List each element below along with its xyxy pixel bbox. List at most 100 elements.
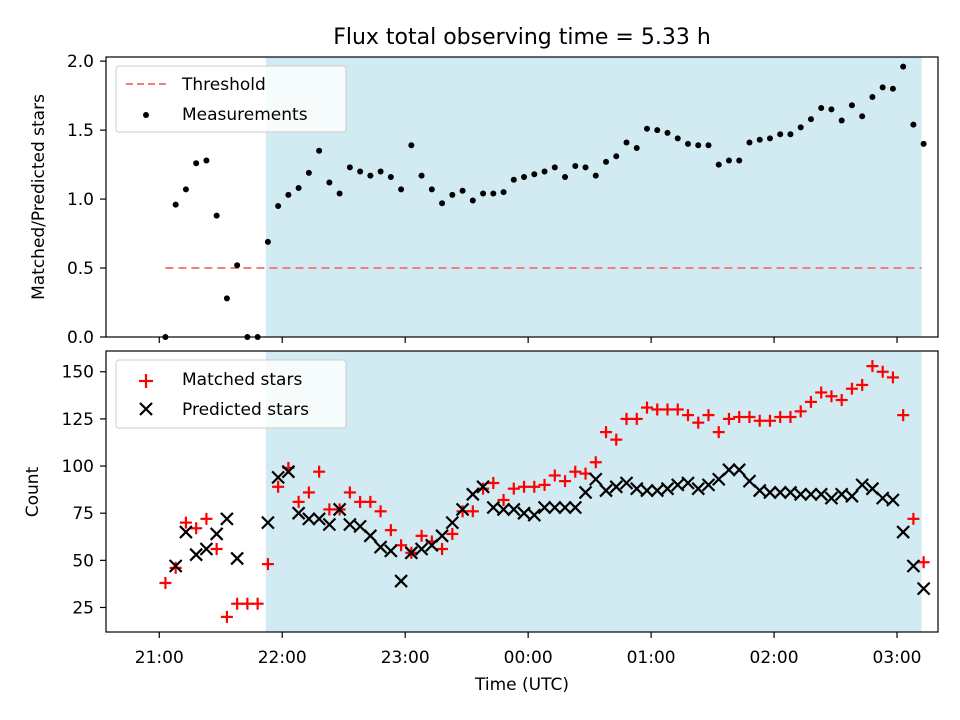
matched-star-point [241, 597, 254, 610]
matched-star-point [610, 433, 623, 446]
measurement-point [807, 116, 814, 123]
y-tick-label: 1.5 [67, 121, 94, 141]
predicted-star-point [834, 487, 849, 502]
predicted-star-point [609, 480, 624, 494]
measurement-point [869, 94, 876, 100]
measurement-point [490, 190, 497, 197]
matched-star-point [231, 597, 244, 610]
measurement-point [664, 129, 671, 136]
matched-star-point [835, 394, 848, 407]
measurement-point [357, 168, 364, 175]
x-tick-label: 21:00 [135, 648, 184, 668]
matched-star-point [651, 403, 664, 416]
measurement-point [336, 190, 343, 197]
predicted-star-point [906, 559, 921, 573]
matched-star-point [384, 524, 397, 537]
measurement-point [223, 295, 230, 302]
predicted-star-point [548, 500, 562, 515]
predicted-star-point [507, 502, 521, 517]
matched-stars-points [159, 360, 930, 623]
matched-star-point [538, 478, 551, 491]
x-tick-label: 00:00 [504, 648, 553, 668]
matched-star-point [507, 482, 520, 495]
measurement-point [889, 85, 896, 92]
measurement-point [562, 174, 569, 180]
matched-star-point [313, 465, 326, 478]
measurement-point [439, 200, 446, 207]
matched-star-point [374, 505, 387, 518]
predicted-star-point [701, 478, 716, 492]
y-tick-label: 2.0 [67, 52, 94, 72]
x-axis-label: Time (UTC) [474, 675, 569, 695]
measurement-point [797, 124, 804, 131]
predicted-star-point [599, 483, 613, 498]
predicted-star-point [209, 527, 224, 541]
predicted-star-point [435, 529, 449, 543]
measurement-point [182, 186, 189, 193]
measurement-point [859, 113, 866, 120]
y-tick-label: 0.0 [67, 328, 94, 348]
measurements-points [162, 63, 927, 340]
predicted-star-point [261, 515, 275, 530]
matched-star-point [886, 371, 899, 384]
measurements-legend-marker [143, 112, 149, 118]
predicted-star-point [722, 463, 736, 477]
measurement-point [705, 142, 712, 149]
measurement-point [213, 212, 220, 219]
measurement-point [459, 187, 466, 194]
predicted-star-point [363, 529, 378, 543]
measurement-point [828, 106, 835, 113]
matched-star-point [630, 412, 643, 425]
predicted-legend-label: Predicted stars [182, 400, 309, 420]
matched-star-point [364, 495, 377, 508]
matched-star-point [722, 412, 735, 425]
measurement-point [920, 140, 927, 147]
measurement-point [572, 162, 579, 169]
predicted-legend-marker [139, 402, 153, 416]
lower-y-ticks: 25 50 75 100 125 150 [62, 363, 106, 618]
matched-star-point [497, 493, 510, 506]
measurement-point [377, 168, 384, 175]
measurement-point [787, 131, 794, 138]
lower-x-ticks: 21:00 22:00 23:00 00:00 01:00 02:00 03:00 [135, 632, 922, 668]
matched-star-point [600, 426, 613, 439]
matched-star-point [415, 529, 428, 542]
measurement-point [582, 164, 589, 171]
measurement-point [592, 172, 599, 179]
predicted-star-point [558, 500, 572, 515]
predicted-star-point [793, 487, 808, 502]
measurement-point [551, 164, 558, 171]
predicted-star-point [916, 581, 931, 596]
x-tick-label: 02:00 [750, 648, 799, 668]
measurement-point [387, 174, 394, 180]
predicted-star-point [179, 525, 193, 539]
measurement-point [715, 161, 722, 168]
measurement-point [510, 176, 517, 183]
matched-star-point [763, 414, 776, 427]
predicted-star-point [445, 515, 460, 530]
matched-star-point [446, 527, 459, 540]
measurement-point [264, 238, 271, 245]
predicted-star-point [752, 483, 767, 498]
measurement-point [633, 145, 640, 152]
matched-star-point [559, 475, 572, 488]
matched-legend-label: Matched stars [182, 370, 302, 390]
x-tick-label: 22:00 [258, 648, 307, 668]
lower-legend: Matched stars Predicted stars [115, 359, 347, 429]
measurement-point [428, 186, 435, 193]
measurement-point [725, 157, 732, 164]
matched-star-point [641, 401, 654, 414]
matched-star-point [589, 456, 602, 469]
matched-star-point [466, 505, 479, 518]
matched-star-point [272, 480, 285, 493]
predicted-star-point [763, 485, 777, 500]
measurement-point [654, 127, 661, 134]
matched-star-point [917, 556, 930, 569]
measurement-point [879, 84, 886, 91]
predicted-star-point [886, 493, 900, 507]
predicted-star-point [875, 491, 890, 505]
predicted-star-point [640, 483, 654, 498]
predicted-star-point [271, 470, 285, 485]
matched-star-point [897, 409, 910, 422]
x-tick-label: 03:00 [873, 648, 922, 668]
